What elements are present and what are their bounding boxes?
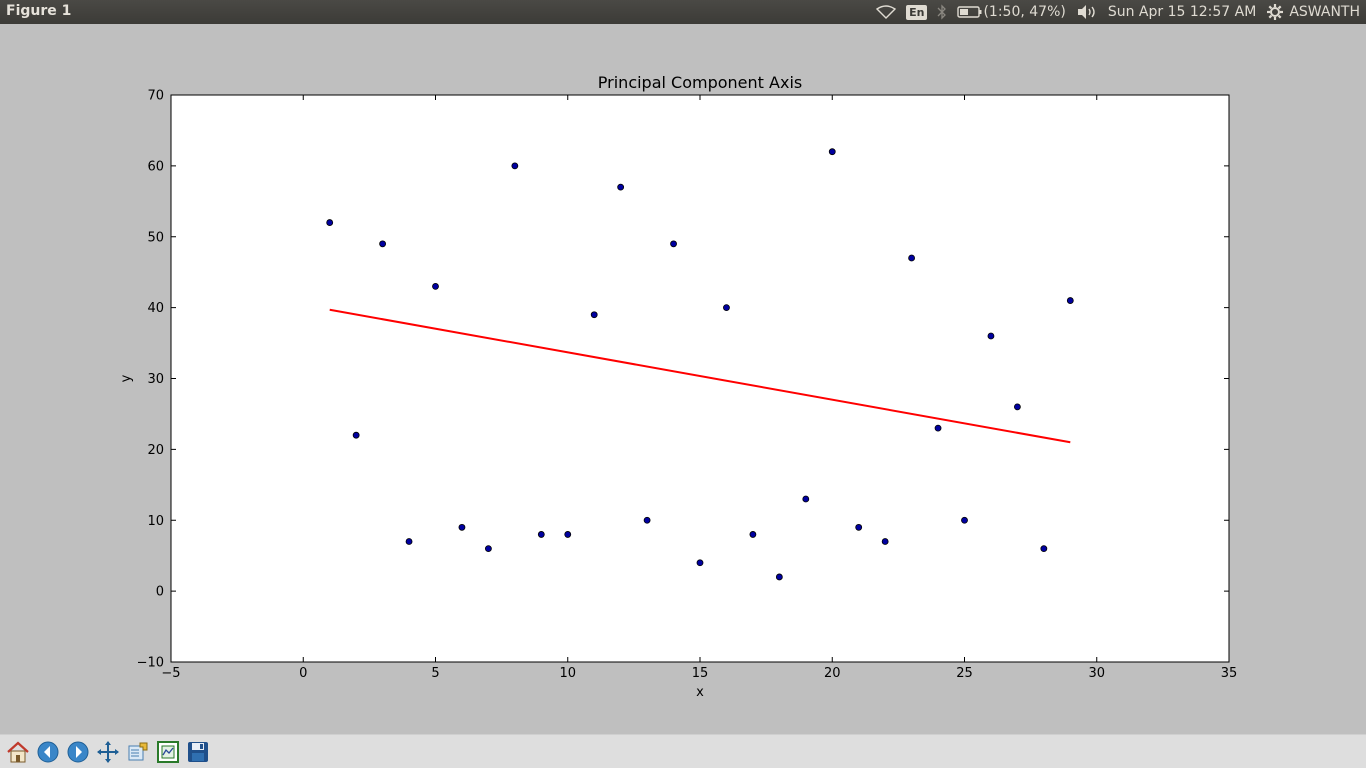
figure-canvas[interactable]: −5 0 5 10 15 20 25 30 35 −10 0 10 20 30 40 50 60 70 Princ… [0,24,1366,734]
battery-text: (1:50, 47%) [983,4,1066,20]
home-icon [7,741,29,762]
data-point [352,431,360,439]
x-tick-label: 30 [1088,666,1105,681]
system-tray: En (1:50, 47%) Sun Apr 15 12:57 AM ASWAN… [876,0,1360,24]
data-point [987,332,995,340]
keyboard-layout-indicator[interactable]: En [906,4,928,20]
data-point [670,240,677,248]
data-point [511,162,519,170]
data-point [961,516,968,524]
data-point [855,523,863,531]
back-button[interactable] [34,738,62,766]
x-axis-label: x [696,685,704,700]
data-point [590,311,598,319]
zoom-button[interactable] [124,738,152,766]
x-tick-label: 25 [956,666,973,681]
volume-icon[interactable] [1076,4,1098,20]
forward-button[interactable] [64,738,92,766]
window-title: Figure 1 [6,3,72,19]
data-point [326,219,334,226]
y-tick-label: 50 [147,230,164,245]
x-tick-label: 35 [1221,666,1238,681]
data-point [1040,545,1048,552]
data-point [828,148,836,156]
data-point [484,545,492,552]
data-point [432,282,439,290]
principal-axis-line [329,308,1071,444]
x-tick-label: 20 [824,666,841,681]
top-panel: Figure 1 En (1:50, 47%) Sun Apr 15 12:57… [0,0,1366,24]
data-point [564,531,572,538]
data-point [458,523,466,531]
data-point [696,559,704,567]
scatter-chart: −5 0 5 10 15 20 25 30 35 −10 0 10 20 30 40 50 60 70 Princ… [119,73,1238,700]
data-point [749,531,757,538]
data-point [1014,403,1021,411]
zoom-rect-icon [128,742,148,760]
gear-icon [1267,4,1284,20]
battery-indicator[interactable]: (1:50, 47%) [957,4,1066,20]
data-point [379,240,387,248]
data-point [617,183,625,191]
data-point [1066,297,1074,304]
data-point [934,424,942,432]
y-tick-label: 0 [156,585,164,600]
pan-icon [97,740,119,763]
axes-area [170,94,1230,663]
data-point [537,531,545,538]
x-tick-label: 10 [559,666,576,681]
back-arrow-icon [37,741,59,762]
datetime-indicator[interactable]: Sun Apr 15 12:57 AM [1107,4,1257,20]
battery-icon [957,6,982,18]
forward-arrow-icon [67,741,89,762]
y-tick-label: −10 [137,656,164,671]
user-name: ASWANTH [1289,4,1360,20]
chart-title: Principal Component Axis [598,73,802,92]
data-point [775,573,783,581]
y-tick-label: 40 [147,301,164,316]
save-icon [188,741,208,762]
y-tick-label: 30 [147,372,164,387]
data-point [405,538,413,545]
y-tick-label: 10 [147,514,164,529]
y-axis-label: y [119,374,134,382]
y-tick-label: 60 [147,159,164,174]
x-tick-label: 5 [431,666,439,681]
data-point [881,538,889,545]
y-tick-label: 20 [147,443,164,458]
bluetooth-icon[interactable] [937,4,947,20]
save-button[interactable] [184,738,212,766]
data-point [908,254,915,262]
data-point [802,495,810,503]
y-tick-label: 70 [147,89,164,104]
data-point [723,304,730,312]
data-point [643,516,651,524]
x-tick-label: 0 [299,666,307,681]
configure-subplots-icon [157,740,179,763]
navigation-toolbar [0,734,1366,768]
x-tick-label: 15 [692,666,709,681]
home-button[interactable] [4,738,32,766]
session-menu[interactable]: ASWANTH [1266,3,1360,21]
x-tick-label: −5 [161,666,180,681]
pan-button[interactable] [94,738,122,766]
configure-subplots-button[interactable] [154,738,182,766]
wifi-icon[interactable] [876,5,897,19]
